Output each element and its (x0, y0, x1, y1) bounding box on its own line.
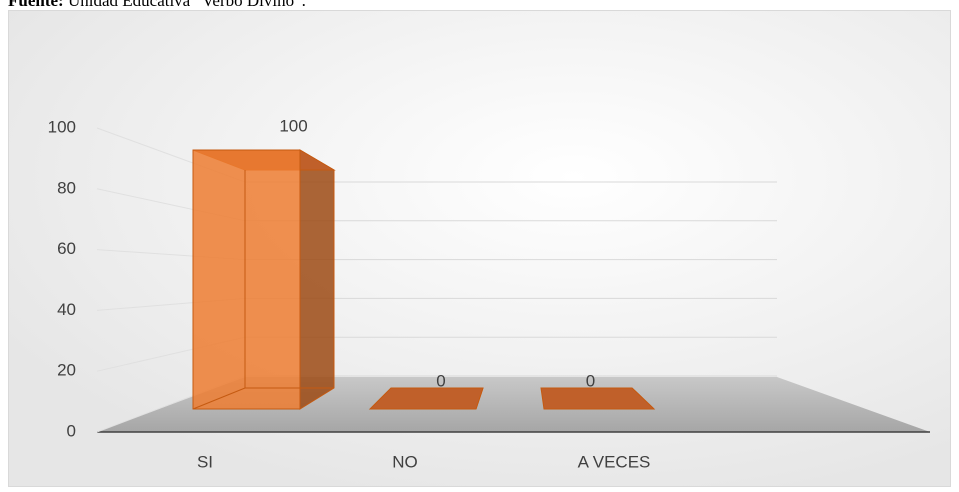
y-tick-label: 40 (57, 300, 76, 319)
bar-top (540, 387, 656, 410)
bar (192, 149, 301, 410)
x-tick-label: SI (197, 452, 213, 471)
source-label: Fuente: (8, 0, 64, 10)
source-note: Fuente: Unidad Educativa “Verbo Divino”. (8, 0, 306, 11)
bar-top (368, 387, 484, 410)
y-tick-label: 80 (57, 178, 76, 197)
value-label: 0 (436, 371, 445, 390)
x-tick-label: NO (392, 452, 418, 471)
y-tick-label: 60 (57, 239, 76, 258)
value-label: 100 (279, 116, 307, 135)
bar-edge (192, 387, 246, 410)
x-tick-label: A VECES (578, 452, 651, 471)
y-tick-label: 100 (48, 117, 76, 136)
y-tick-label: 0 (67, 421, 76, 440)
y-tick-label: 20 (57, 361, 76, 380)
value-label: 0 (586, 371, 595, 390)
bar-side (299, 149, 335, 410)
source-text: Unidad Educativa “Verbo Divino”. (67, 0, 306, 10)
